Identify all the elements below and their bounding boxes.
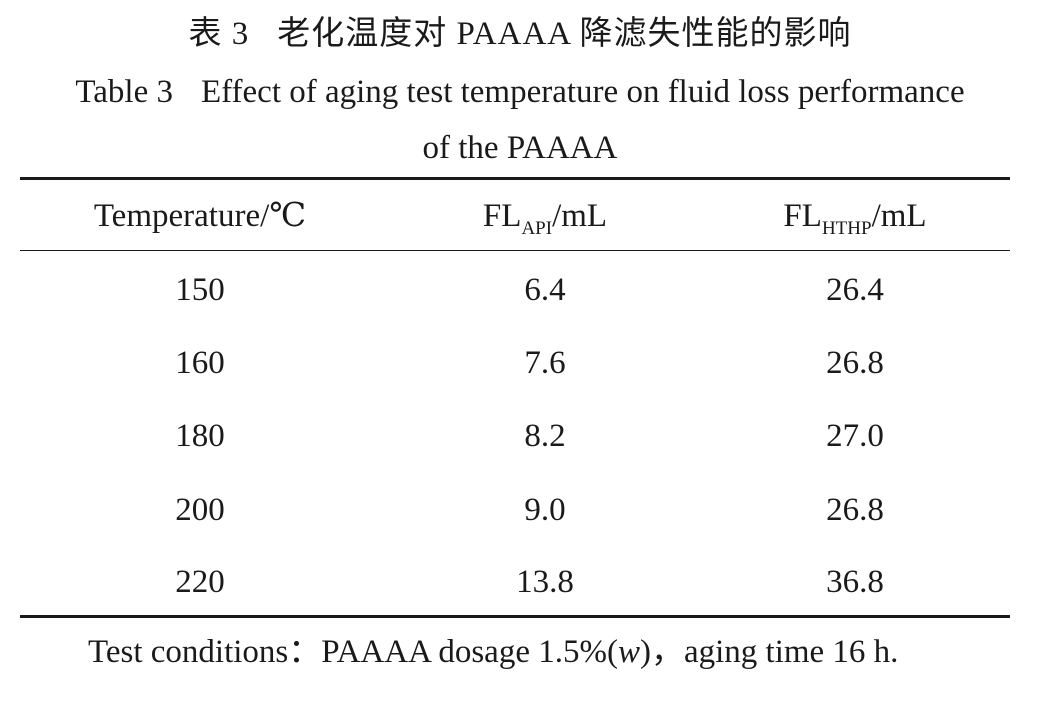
caption-en-label: Table 3 — [75, 74, 173, 110]
cell-fl-hthp: 26.8 — [826, 492, 884, 528]
caption-cn-label: 表 3 — [188, 16, 250, 52]
header-temperature: Temperature/℃ — [93, 198, 307, 234]
cell-fl-api: 8.2 — [524, 418, 566, 454]
cell-fl-api: 9.0 — [524, 492, 566, 528]
header-fl-api-sub: API — [521, 218, 553, 239]
caption-cn-text: 老化温度对 PAAAA 降滤失性能的影响 — [277, 16, 852, 52]
table-caption-english-line2: of the PAAAA — [422, 130, 618, 166]
table-caption-english: Table 3 Effect of aging test temperature … — [0, 72, 1040, 112]
cell-fl-hthp: 26.8 — [826, 345, 884, 381]
table-bottom-rule — [20, 615, 1010, 618]
cell-fl-api: 6.4 — [524, 272, 566, 308]
footnote-variable: w — [617, 634, 640, 670]
cell-temperature: 220 — [175, 564, 225, 600]
cell-temperature: 150 — [175, 272, 225, 308]
cell-fl-api: 13.8 — [516, 564, 574, 600]
cell-fl-api: 7.6 — [524, 345, 566, 381]
table-caption-chinese: 表 3 老化温度对 PAAAA 降滤失性能的影响 — [0, 14, 1040, 54]
table-header-rule — [20, 250, 1010, 251]
header-fl-hthp-unit: /mL — [871, 198, 927, 234]
header-fl-hthp-main: FL — [783, 198, 822, 234]
table-footnote: Test conditions：PAAAA dosage 1.5%(w)，agi… — [88, 632, 898, 672]
cell-temperature: 180 — [175, 418, 225, 454]
footnote-prefix: Test conditions：PAAAA dosage 1.5%( — [88, 634, 618, 670]
footnote-suffix: )，aging time 16 h. — [639, 634, 899, 670]
cell-temperature: 200 — [175, 492, 225, 528]
table-top-rule — [20, 177, 1010, 180]
caption-en-text-line1: Effect of aging test temperature on flui… — [200, 74, 965, 110]
cell-fl-hthp: 27.0 — [826, 418, 884, 454]
header-fl-api: FLAPI/mL — [380, 196, 710, 239]
header-fl-hthp-sub: HTHP — [821, 218, 872, 239]
header-fl-api-unit: /mL — [552, 198, 608, 234]
cell-fl-hthp: 26.4 — [826, 272, 884, 308]
header-fl-api-main: FL — [482, 198, 522, 234]
cell-fl-hthp: 36.8 — [826, 564, 884, 600]
header-fl-hthp: FLHTHP/mL — [700, 196, 1010, 239]
cell-temperature: 160 — [175, 345, 225, 381]
